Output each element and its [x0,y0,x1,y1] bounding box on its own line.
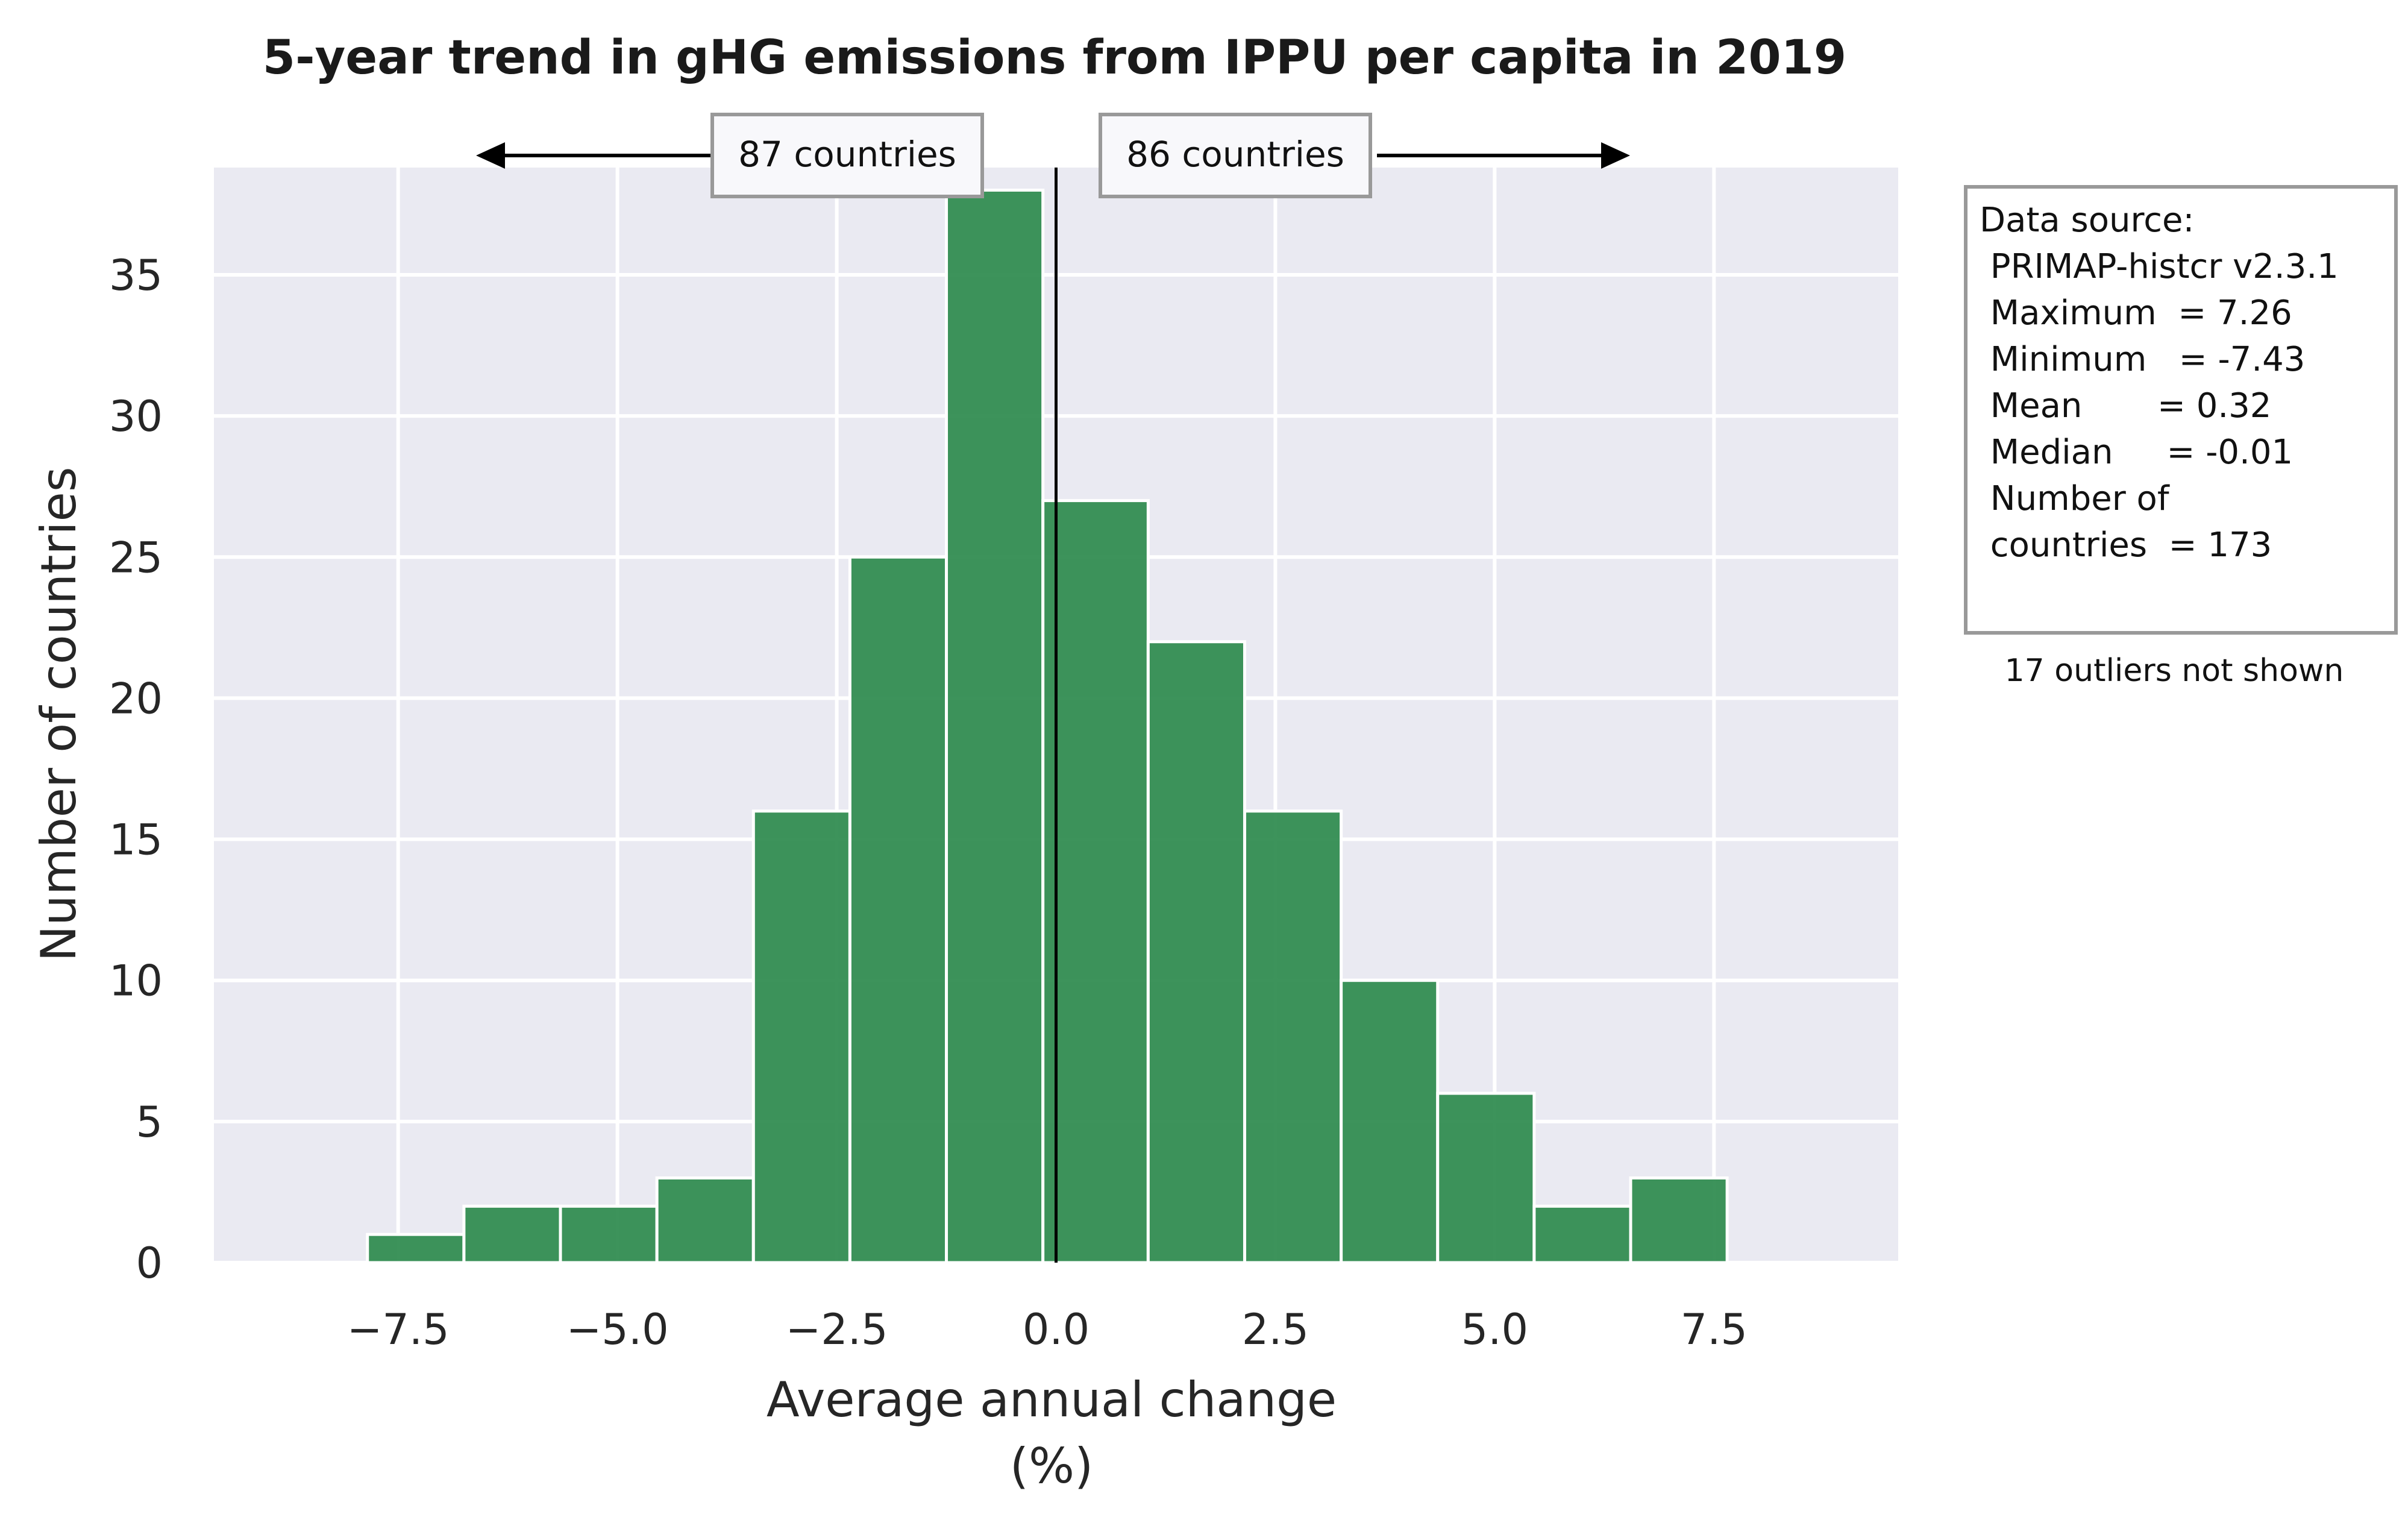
stats-box-line: Minimum = -7.43 [1980,340,2305,379]
y-tick-label: 10 [109,956,163,1006]
histogram-bar [1340,979,1440,1264]
y-tick-label: 35 [109,251,163,300]
stats-box-line: Number of [1980,479,2170,518]
histogram-bar [848,555,948,1264]
y-tick-label: 25 [109,533,163,582]
stats-box-frame [1964,185,2398,635]
histogram-bar [655,1176,755,1264]
x-tick-label: 5.0 [1461,1305,1528,1354]
histogram-bar [559,1204,659,1264]
histogram-bar [751,809,851,1264]
outliers-note: 17 outliers not shown [2005,653,2344,689]
bars-layer [366,188,1729,1264]
left-count-annotation: 87 countries [476,113,984,198]
right-count-label: 86 countries [1126,134,1344,175]
y-tick-label: 15 [109,815,163,865]
stats-box-text: Data source: PRIMAP-histcr v2.3.1 Maximu… [1980,201,2339,565]
y-tick-labels: 0 5 10 15 20 25 30 35 [109,251,163,1288]
stats-box-line: Mean = 0.32 [1980,386,2271,425]
x-tick-label: 0.0 [1023,1305,1090,1354]
left-count-box [710,113,984,198]
y-axis-label: Number of countries [31,466,87,961]
chart-title: 5-year trend in gHG emissions from IPPU … [263,31,1846,85]
x-tick-label: −7.5 [347,1305,450,1354]
stats-box: Data source: PRIMAP-histcr v2.3.1 Maximu… [1964,185,2398,635]
histogram-bar [366,1233,466,1264]
right-count-box [1099,113,1372,198]
stats-box-line: Median = -0.01 [1980,433,2293,472]
histogram-bar [462,1204,562,1264]
histogram-bar [945,188,1045,1264]
left-arrowhead [476,142,505,169]
y-tick-label: 0 [136,1239,163,1288]
stats-box-line: Maximum = 7.26 [1980,294,2292,333]
y-tick-label: 5 [136,1098,163,1147]
histogram-bar [1532,1204,1632,1264]
stats-box-line: Data source: [1980,201,2194,240]
histogram-bar [1243,809,1343,1264]
stats-box-line: PRIMAP-histcr v2.3.1 [1980,247,2339,286]
stats-box-line: countries = 173 [1980,526,2272,565]
right-count-annotation: 86 countries [1099,113,1630,198]
right-arrowhead [1601,142,1630,169]
histogram-bar [1146,640,1246,1264]
x-tick-labels: −7.5 −5.0 −2.5 0.0 2.5 5.0 7.5 [347,1305,1748,1354]
x-tick-label: −5.0 [566,1305,669,1354]
x-tick-label: 2.5 [1242,1305,1309,1354]
histogram-bar [1041,499,1150,1264]
x-tick-label: −2.5 [786,1305,888,1354]
x-axis-label-unit: (%) [1010,1438,1093,1494]
histogram-bar [1436,1091,1536,1264]
left-count-label: 87 countries [738,134,956,175]
y-tick-label: 20 [109,674,163,723]
y-tick-label: 30 [109,392,163,441]
x-axis-label: Average annual change [767,1372,1337,1428]
histogram-bar [1629,1176,1729,1264]
x-tick-label: 7.5 [1681,1305,1748,1354]
